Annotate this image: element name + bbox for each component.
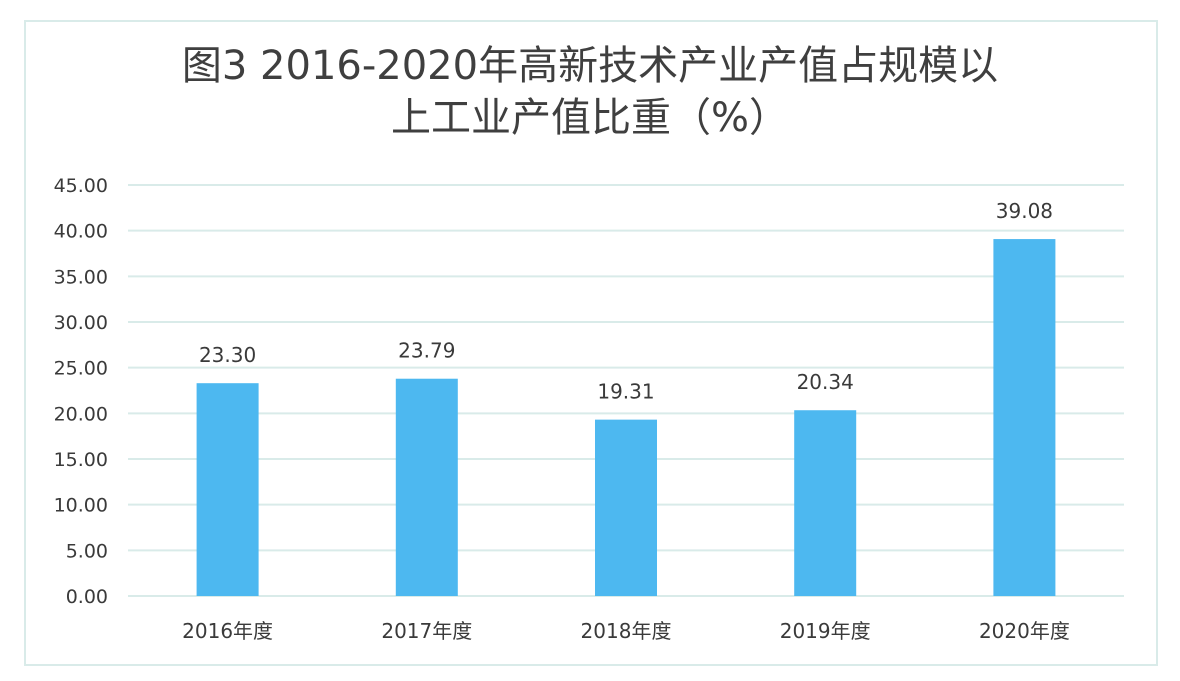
y-tick-label: 40.00 [54, 221, 108, 243]
x-axis-categories: 2016年度 2017年度 2018年度 2019年度 2020年度 [182, 619, 1070, 643]
y-tick-label: 20.00 [54, 403, 108, 425]
y-tick-label: 0.00 [66, 586, 108, 608]
y-tick-label: 10.00 [54, 495, 108, 517]
y-tick-label: 45.00 [54, 175, 108, 197]
bar-2020年度 [993, 239, 1056, 596]
x-category-label: 2018年度 [581, 619, 672, 643]
y-tick-label: 35.00 [54, 266, 108, 288]
data-labels: 23.30 23.79 19.31 20.34 39.08 [199, 199, 1053, 404]
y-tick-label: 15.00 [54, 449, 108, 471]
chart-title-line-1: 图3 2016-2020年高新技术产业产值占规模以 [181, 43, 999, 89]
bar-2018年度 [595, 419, 657, 596]
bar-2017年度 [395, 378, 458, 596]
data-label: 20.34 [797, 370, 854, 394]
chart-title-line-2: 上工业产值比重（%） [390, 95, 789, 141]
chart-title: 图3 2016-2020年高新技术产业产值占规模以 上工业产值比重（%） [0, 40, 1180, 144]
y-tick-label: 5.00 [66, 540, 108, 562]
x-category-label: 2019年度 [780, 619, 871, 643]
y-tick-label: 30.00 [54, 312, 108, 334]
data-label: 39.08 [996, 199, 1053, 223]
bar-2016年度 [196, 383, 259, 596]
x-category-label: 2016年度 [182, 619, 273, 643]
y-axis-ticks: 0.00 5.00 10.00 15.00 20.00 25.00 30.00 35.00 40… [54, 175, 108, 608]
bar-2019年度 [794, 410, 857, 596]
x-category-label: 2020年度 [979, 619, 1070, 643]
data-label: 23.30 [199, 343, 256, 367]
y-tick-label: 25.00 [54, 358, 108, 380]
data-label: 19.31 [597, 380, 654, 404]
data-label: 23.79 [398, 339, 455, 363]
bars [196, 239, 1056, 596]
x-category-label: 2017年度 [381, 619, 472, 643]
